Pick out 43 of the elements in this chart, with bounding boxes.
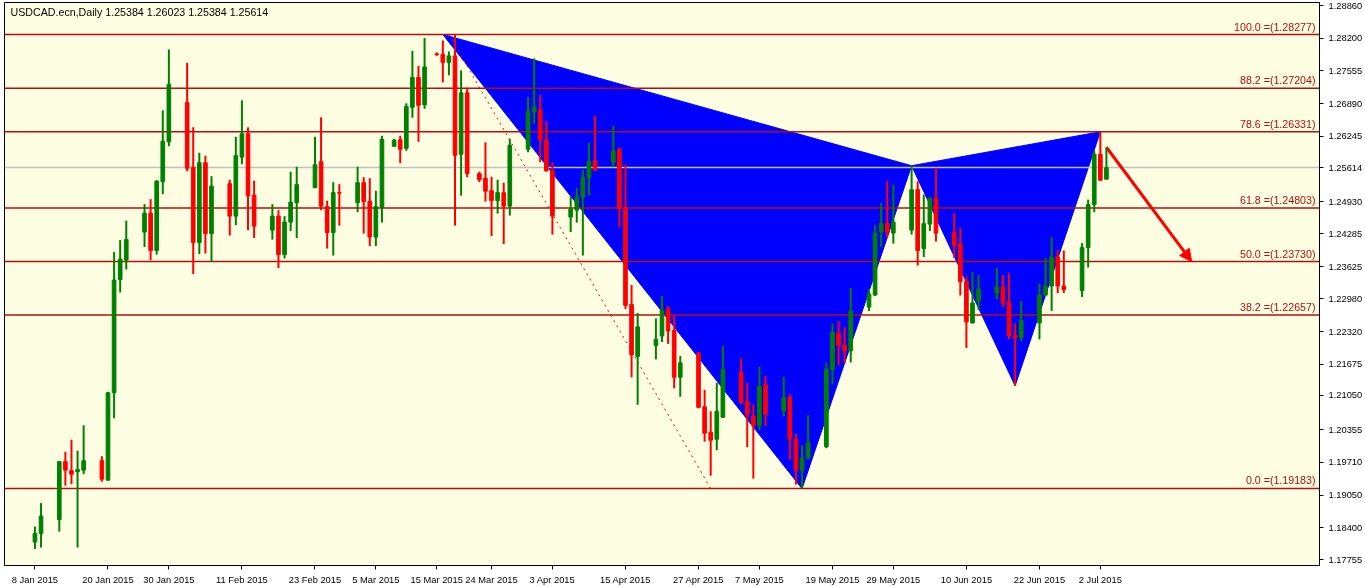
- x-tick-label: 11 Feb 2015: [216, 574, 268, 585]
- y-tick-label: 1.27555: [1328, 65, 1363, 76]
- x-tick-label: 19 May 2015: [805, 574, 860, 585]
- ref-line-label: 88.2 =(1.27204): [1239, 74, 1316, 87]
- y-tick-label: 1.19710: [1328, 457, 1363, 468]
- x-tick-label: 15 Apr 2015: [600, 574, 651, 585]
- x-tick-label: 10 Jun 2015: [940, 574, 993, 585]
- x-tick-label: 5 Mar 2015: [352, 574, 400, 585]
- y-tick-label: 1.17755: [1328, 554, 1363, 565]
- ref-line-label: 100.0 =(1.28277): [1234, 20, 1316, 33]
- y-tick-label: 1.19050: [1328, 490, 1363, 501]
- y-tick-label: 1.21050: [1328, 390, 1363, 401]
- x-tick-label: 7 May 2015: [735, 574, 784, 585]
- y-tick-label: 1.24930: [1328, 196, 1363, 207]
- ref-line-label: 78.6 =(1.26331): [1239, 117, 1316, 130]
- y-tick-label: 1.25614: [1328, 162, 1363, 173]
- y-tick-label: 1.28860: [1328, 0, 1363, 11]
- x-tick-label: 22 Jun 2015: [1013, 574, 1066, 585]
- y-tick-label: 1.18400: [1328, 522, 1363, 533]
- y-tick-label: 1.22980: [1328, 293, 1363, 304]
- y-tick-label: 1.21675: [1328, 359, 1363, 370]
- y-tick-label: 1.26245: [1328, 131, 1363, 142]
- x-tick-label: 3 Apr 2015: [529, 574, 575, 585]
- y-tick-label: 1.24285: [1328, 228, 1363, 239]
- x-tick-label: 20 Jan 2015: [82, 574, 134, 585]
- x-tick-label: 23 Feb 2015: [288, 574, 342, 585]
- y-tick-label: 1.28200: [1328, 33, 1363, 44]
- x-tick-label: 27 Apr 2015: [673, 574, 724, 585]
- y-tick-label: 1.23625: [1328, 261, 1363, 272]
- y-tick-label: 1.20355: [1328, 424, 1363, 435]
- x-tick-label: 24 Mar 2015: [465, 574, 518, 585]
- y-tick-label: 1.22320: [1328, 326, 1363, 337]
- y-tick-label: 1.26890: [1328, 98, 1363, 109]
- x-tick-label: 30 Jan 2015: [143, 574, 195, 585]
- ref-line-label: 0.0 =(1.19183): [1245, 474, 1316, 487]
- x-tick-label: 29 May 2015: [866, 574, 921, 585]
- x-tick-label: 8 Jan 2015: [11, 574, 59, 585]
- ref-line-label: 38.2 =(1.22657): [1239, 301, 1316, 314]
- x-tick-label: 2 Jul 2015: [1078, 574, 1122, 585]
- x-tick-label: 15 Mar 2015: [410, 574, 463, 585]
- chart-title: USDCAD.ecn,Daily 1.25384 1.26023 1.25384 1.25614: [10, 5, 269, 18]
- ref-line-label: 61.8 =(1.24803): [1239, 193, 1316, 206]
- ref-line-label: 50.0 =(1.23730): [1239, 247, 1316, 260]
